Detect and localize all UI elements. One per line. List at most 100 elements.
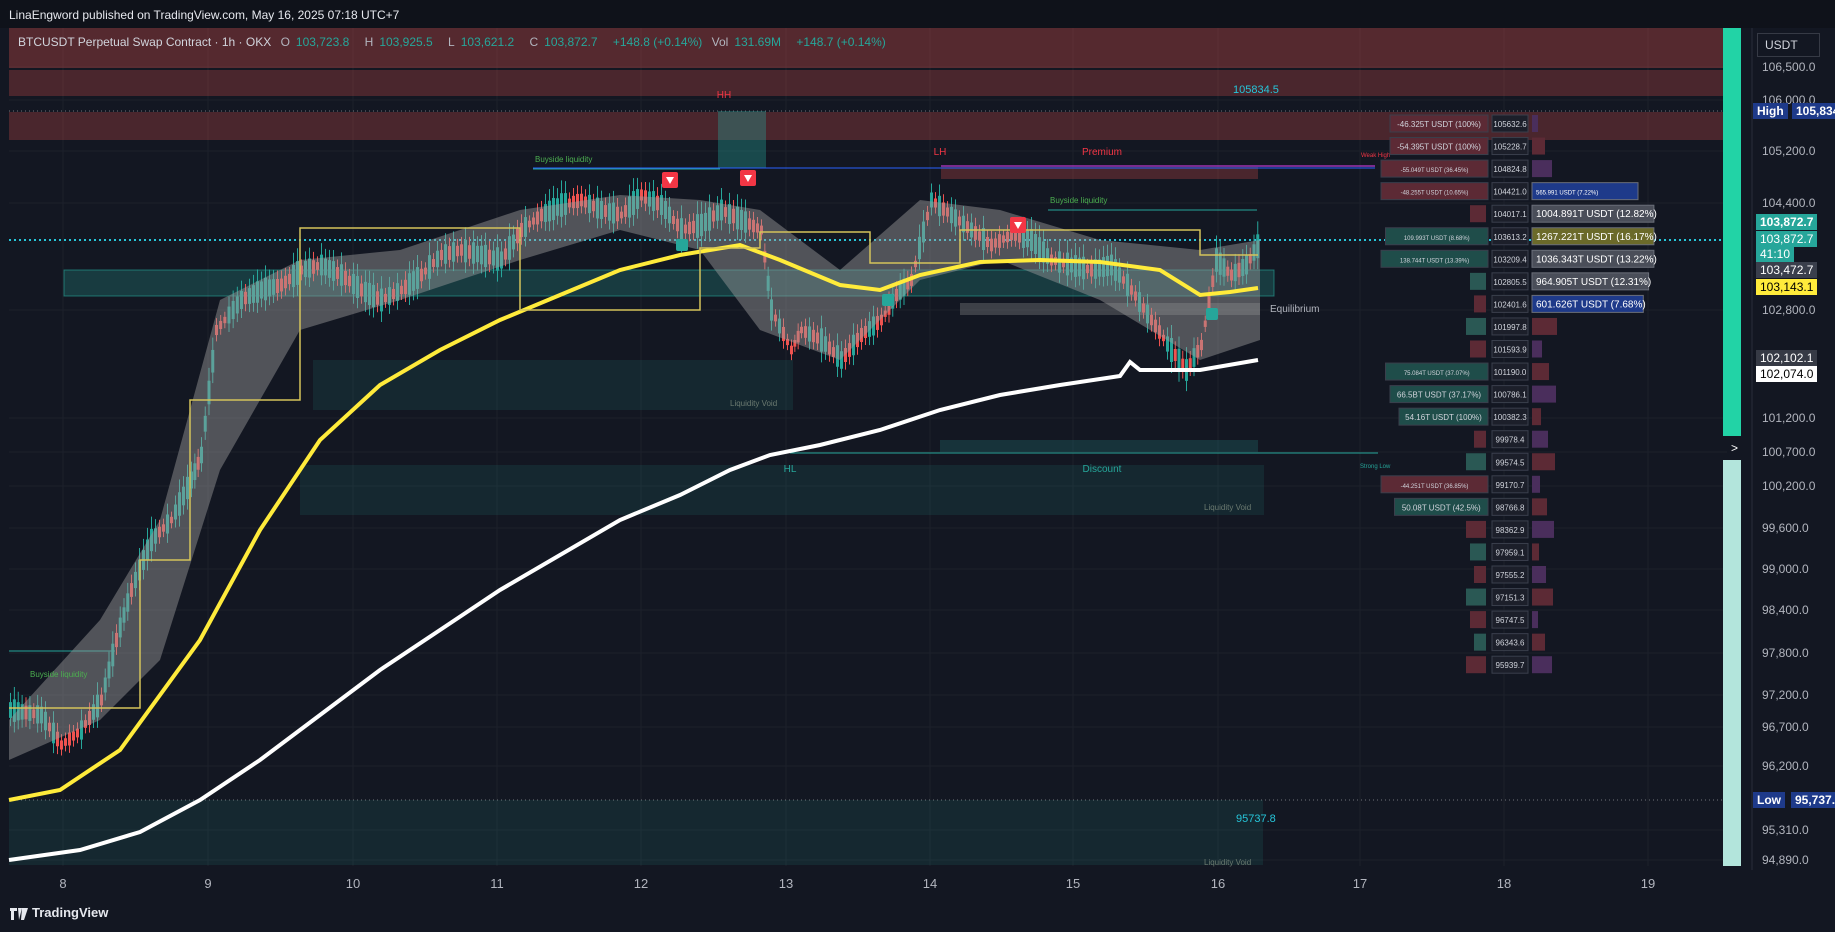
- publisher-text: LinaEngword published on TradingView.com…: [9, 8, 400, 22]
- orderbook-level-price: 96343.6: [1496, 639, 1525, 648]
- orderbook-level-cell: [1491, 452, 1529, 471]
- liquidity-void-label-1: Liquidity Void: [730, 399, 777, 408]
- tradingview-logo[interactable]: TradingView: [10, 905, 108, 920]
- candle-body: [252, 285, 255, 303]
- candle-body: [80, 720, 83, 740]
- candle-body: [1150, 314, 1153, 326]
- time-axis-label: 13: [779, 876, 793, 891]
- candle-body: [540, 208, 543, 222]
- candle-body: [876, 316, 879, 330]
- symbol-name[interactable]: BTCUSDT Perpetual Swap Contract · 1h · O…: [18, 35, 272, 49]
- candle-body: [360, 283, 363, 297]
- time-axis-label: 16: [1211, 876, 1225, 891]
- candle-body: [1018, 231, 1021, 243]
- candle-body: [760, 225, 763, 235]
- candle-body: [692, 220, 695, 234]
- liquidity-void-2: [300, 465, 1264, 515]
- orderbook-right-bar: [1531, 182, 1639, 201]
- candle-body: [20, 704, 24, 720]
- weak-high-label: Weak High: [1361, 153, 1390, 159]
- currency-button[interactable]: USDT: [1757, 33, 1820, 57]
- candle-body: [203, 415, 207, 432]
- orderbook-level-cell: [1491, 362, 1529, 381]
- orderbook-left-bar: [1380, 182, 1489, 201]
- candle-body: [644, 190, 647, 204]
- candle-body: [196, 456, 200, 470]
- candle-body: [448, 246, 451, 260]
- candle-body: [292, 264, 295, 288]
- orderbook-level-price: 101190.0: [1494, 368, 1527, 377]
- orderbook-left-bar: [1474, 566, 1486, 583]
- orderbook-left-bar: [1389, 114, 1489, 133]
- low-label: L: [448, 35, 455, 49]
- candle-body: [1062, 258, 1065, 268]
- candle-body: [1082, 256, 1085, 280]
- candle-body: [748, 218, 751, 230]
- candle-body: [166, 514, 169, 534]
- candle-body: [712, 210, 715, 222]
- candle-body: [766, 275, 770, 291]
- orderbook-level-price: 101997.8: [1493, 323, 1527, 332]
- candle-body: [244, 291, 247, 305]
- candle-body: [193, 463, 197, 481]
- candle-body: [696, 214, 699, 238]
- candle-body: [284, 275, 287, 289]
- candle-body: [986, 236, 989, 248]
- candle-body: [28, 705, 32, 721]
- candle-body: [444, 244, 447, 264]
- candle-body: [934, 198, 937, 208]
- orderbook-left-label: -44.251T USDT (36.85%): [1401, 484, 1469, 490]
- candle-body: [852, 334, 855, 356]
- orderbook-right-bar: [1532, 137, 1545, 155]
- candle-body: [966, 221, 969, 233]
- candle-body: [998, 234, 1001, 248]
- candle-body: [1230, 269, 1233, 281]
- candle-body: [688, 221, 691, 235]
- candle-body: [628, 196, 631, 218]
- candle-body: [1200, 339, 1203, 351]
- candle-body: [840, 351, 843, 369]
- candle-body: [640, 189, 643, 201]
- buy-signal-marker: [676, 239, 688, 251]
- candle-body: [256, 281, 259, 303]
- candle-body: [36, 705, 40, 724]
- orderbook-level-cell: [1491, 588, 1529, 607]
- candle-body: [624, 205, 627, 217]
- candle-body: [235, 296, 239, 314]
- orderbook-right-bar: [1532, 566, 1546, 583]
- candle-body: [1181, 358, 1185, 372]
- candle-body: [480, 245, 483, 265]
- candle-body: [898, 282, 902, 300]
- orderbook-right-bar: [1532, 363, 1549, 381]
- candle-body: [864, 325, 867, 339]
- supply-zone-2: [9, 70, 1727, 96]
- orderbook-level-price: 100382.3: [1493, 413, 1527, 422]
- candle-body: [1026, 230, 1029, 248]
- volume-label: Vol: [711, 35, 729, 49]
- candle-body: [856, 332, 859, 348]
- top-price-label: 105834.5: [1233, 84, 1279, 96]
- high-tag-label: High: [1753, 103, 1788, 119]
- candle-body: [552, 197, 555, 221]
- candle-body: [170, 516, 173, 524]
- orderbook-level-price: 97151.3: [1496, 594, 1525, 603]
- candle-body: [828, 341, 831, 355]
- orderbook-level-price: 105228.7: [1493, 143, 1527, 152]
- orderbook-level-cell: [1491, 159, 1529, 178]
- expand-arrow[interactable]: >: [1731, 441, 1739, 455]
- orderbook-level-cell: [1491, 520, 1529, 539]
- candle-body: [1192, 348, 1196, 367]
- price-axis[interactable]: [1752, 28, 1835, 886]
- candle-body: [580, 193, 583, 207]
- candle-body: [1188, 358, 1192, 370]
- candle-body: [778, 318, 781, 334]
- orderbook-right-label: 1267.221T USDT (16.17%): [1536, 232, 1657, 243]
- premium-zone: [941, 167, 1258, 179]
- candle-body: [796, 330, 800, 343]
- candle-body: [584, 196, 587, 208]
- candle-body: [428, 255, 431, 279]
- orderbook-level-price: 98362.9: [1496, 526, 1525, 535]
- candle-body: [416, 267, 419, 289]
- candle-body: [312, 260, 315, 274]
